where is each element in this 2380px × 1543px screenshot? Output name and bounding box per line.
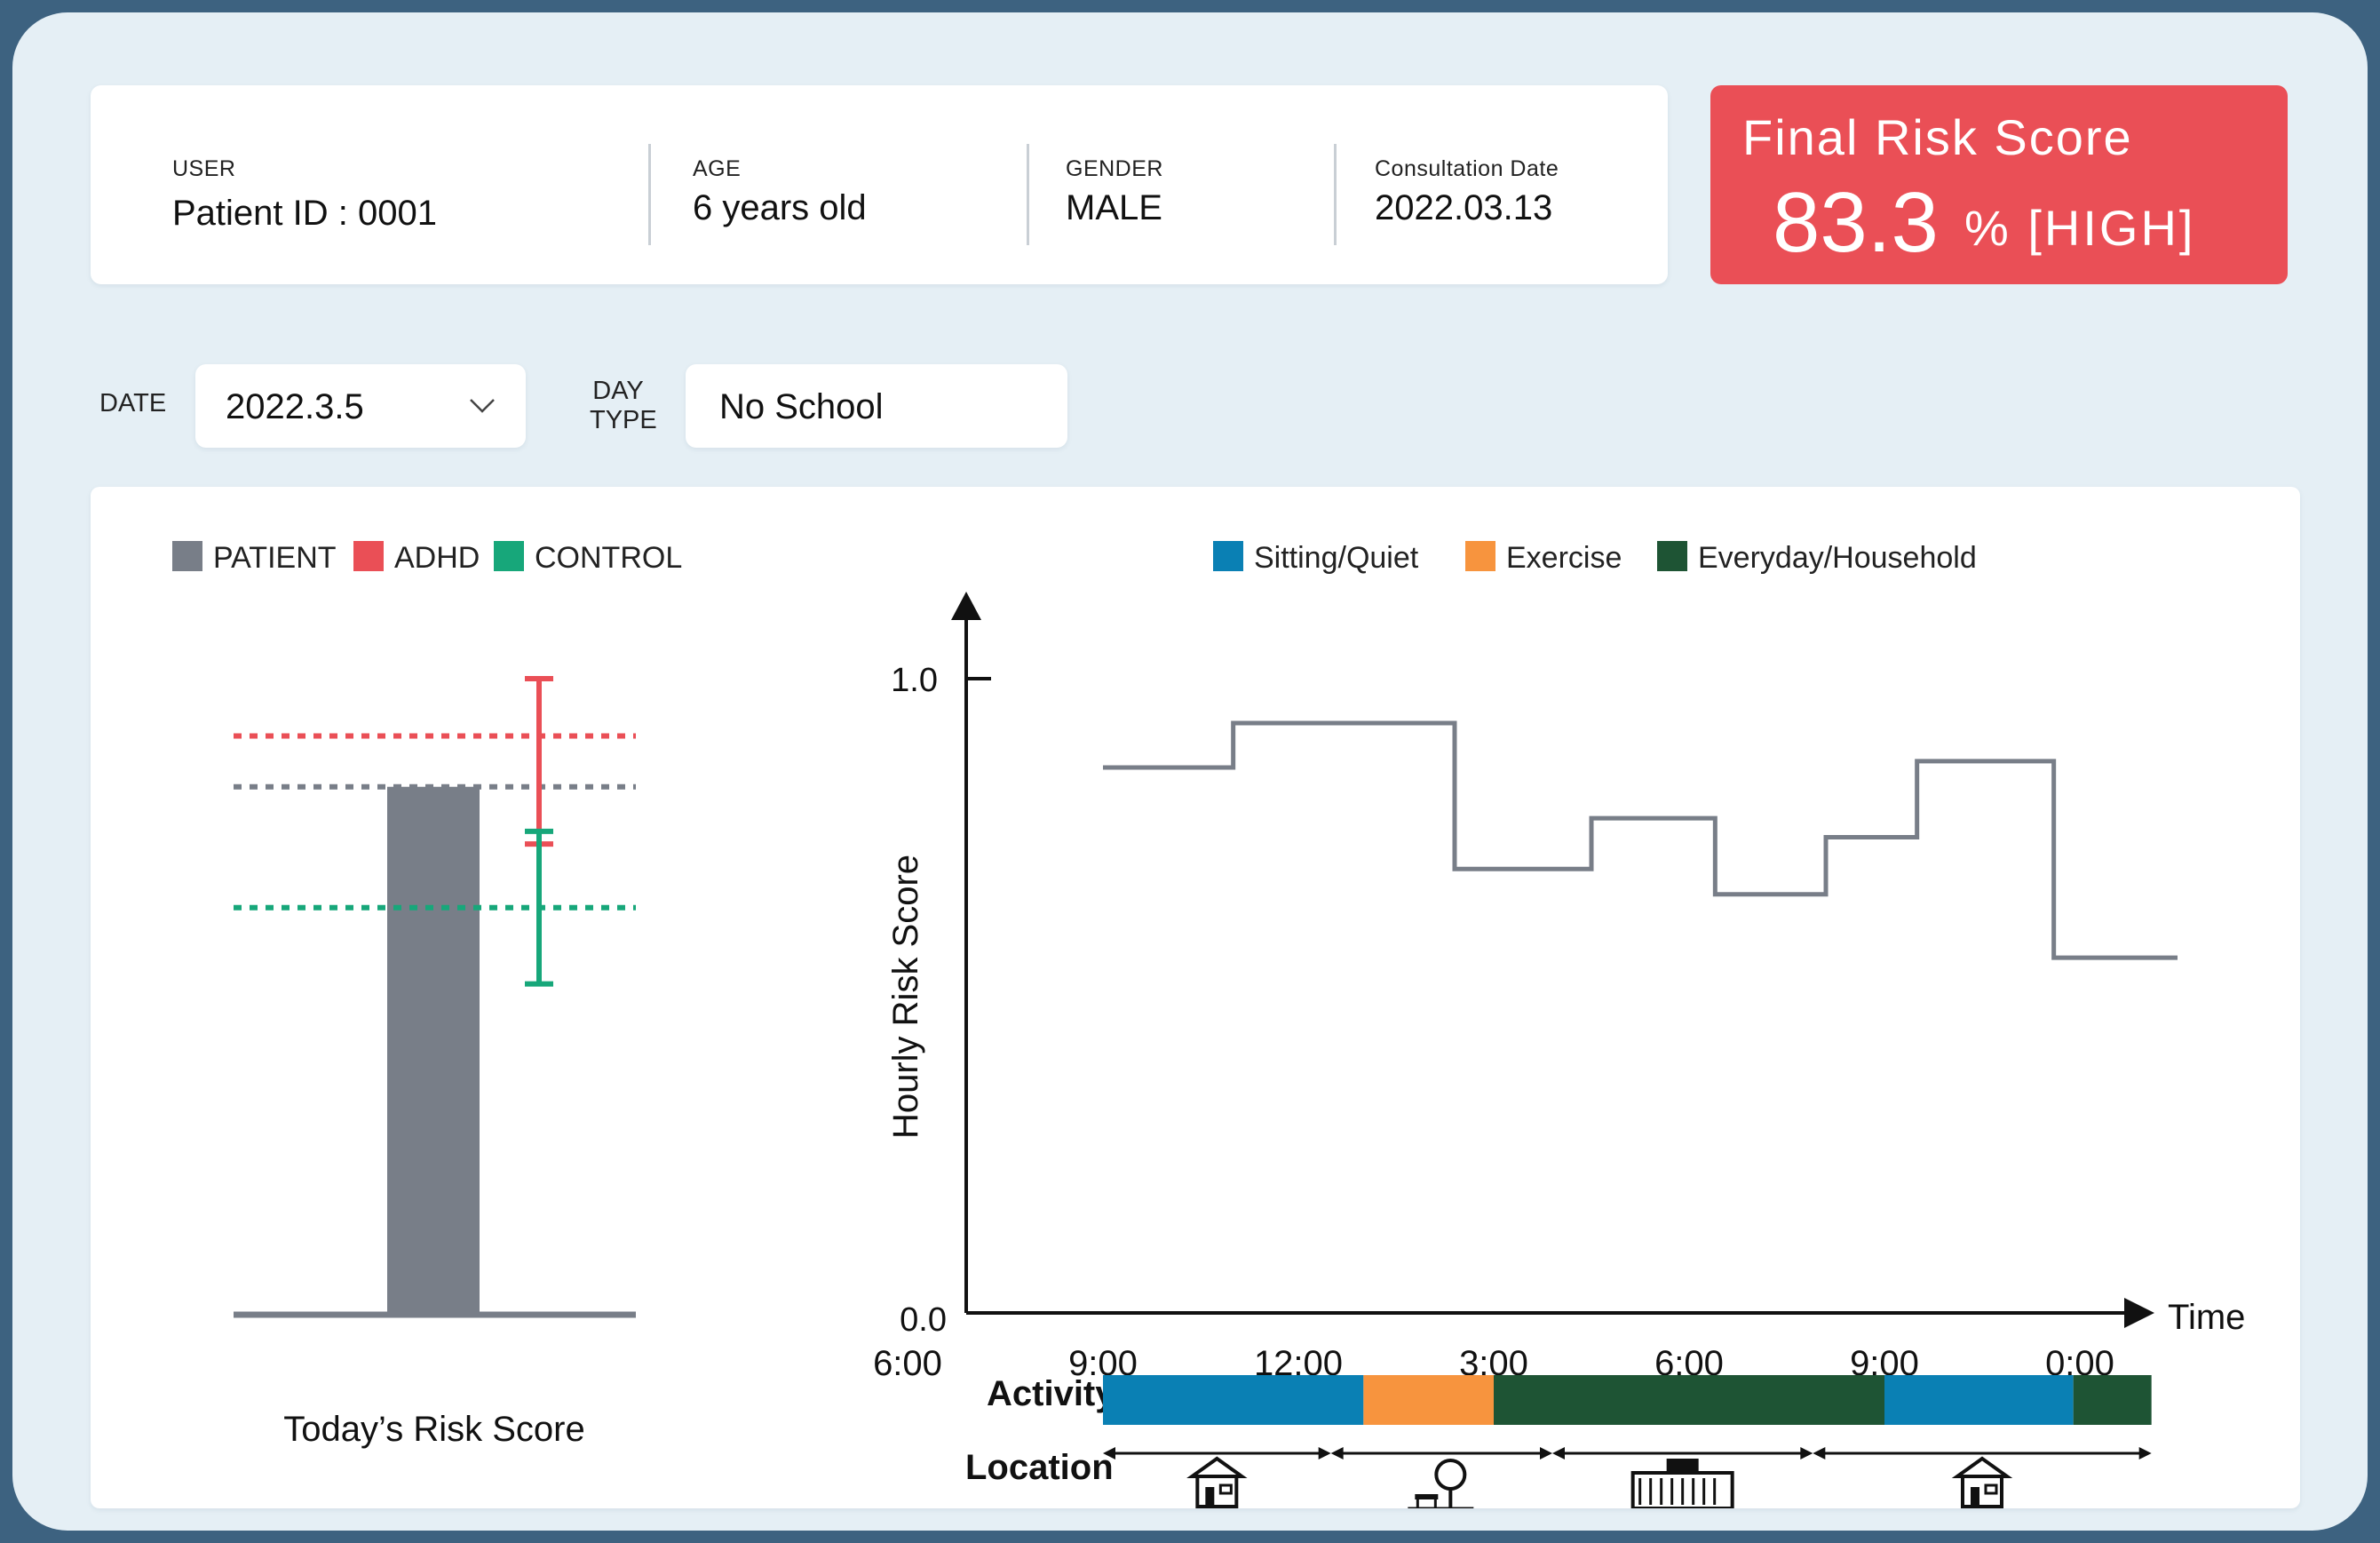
date-dropdown[interactable]: 2022.3.5	[195, 364, 526, 448]
home-body	[1961, 1475, 2003, 1508]
location-span-arrow-left	[1813, 1447, 1826, 1459]
home-icon	[1951, 1456, 2013, 1508]
y-axis-title: Hourly Risk Score	[886, 855, 925, 1139]
activity-segment	[1363, 1375, 1494, 1425]
legend-swatch-exercise	[1465, 541, 1495, 571]
activity-segment	[1494, 1375, 1884, 1425]
home-icon	[1186, 1456, 1248, 1508]
legend-swatch-control	[494, 541, 524, 571]
activity-segment	[1103, 1375, 1364, 1425]
patient-info-card: USER Patient ID : 0001 AGE 6 years old G…	[91, 85, 1668, 284]
age-value: 6 years old	[693, 188, 867, 227]
location-row-label: Location	[965, 1448, 1114, 1487]
park-icon	[1408, 1459, 1474, 1508]
user-label: USER	[172, 156, 236, 181]
chevron-down-icon	[470, 399, 495, 413]
location-span-arrow-right	[1318, 1447, 1331, 1459]
activity-segment	[2073, 1375, 2152, 1425]
location-span-arrow-left	[1330, 1447, 1344, 1459]
home-window	[1218, 1483, 1233, 1495]
location-span-arrow-right	[1800, 1447, 1813, 1459]
day-type-field[interactable]: No School	[686, 364, 1067, 448]
legend-label-patient: PATIENT	[213, 541, 337, 575]
divider	[1027, 144, 1029, 245]
day-type-label-line1: DAY	[592, 377, 644, 405]
day-type-value: No School	[719, 387, 884, 426]
patient-id-value: Patient ID : 0001	[172, 194, 437, 233]
y-tick-label-0: 0.0	[900, 1301, 947, 1339]
mall-icon	[1630, 1459, 1734, 1508]
todays-risk-score-caption: Today’s Risk Score	[283, 1410, 584, 1449]
final-risk-score-title: Final Risk Score	[1742, 109, 2133, 165]
x-axis-arrow	[2124, 1298, 2154, 1328]
patient-risk-bar	[387, 786, 480, 1315]
consultation-date-label: Consultation Date	[1375, 156, 1559, 181]
location-span-arrow-right	[1540, 1447, 1552, 1459]
day-type-label: DAY TYPE	[590, 377, 657, 435]
date-label: DATE	[99, 389, 167, 418]
activity-segment	[1884, 1375, 2074, 1425]
divider	[648, 144, 651, 245]
date-dropdown-value: 2022.3.5	[226, 387, 364, 426]
home-body	[1195, 1475, 1239, 1508]
home-window	[1984, 1483, 1998, 1495]
legend-label-adhd: ADHD	[394, 541, 480, 575]
y-tick-label-1: 1.0	[891, 662, 938, 699]
age-label: AGE	[693, 156, 742, 181]
home-roof	[1186, 1456, 1248, 1478]
hourly-risk-step-line	[1103, 720, 2178, 960]
final-risk-score-card: Final Risk Score 83.3 % [HIGH]	[1710, 85, 2288, 284]
home-door	[1971, 1487, 1979, 1507]
consultation-date-value: 2022.03.13	[1375, 188, 1553, 227]
legend-label-sitting-quiet: Sitting/Quiet	[1254, 541, 1419, 575]
legend-label-control: CONTROL	[535, 541, 682, 575]
tree-crown	[1434, 1459, 1467, 1491]
home-door	[1205, 1487, 1215, 1507]
day-type-label-line2: TYPE	[590, 406, 657, 434]
gender-value: MALE	[1066, 188, 1162, 227]
legend-swatch-everyday-household	[1657, 541, 1687, 571]
legend-label-exercise: Exercise	[1506, 541, 1622, 575]
divider	[1334, 144, 1337, 245]
gender-label: GENDER	[1066, 156, 1163, 181]
x-axis-title: Time	[2168, 1298, 2245, 1337]
final-risk-score-value: 83.3	[1773, 175, 1939, 270]
x-tick-label: 6:00	[873, 1344, 942, 1383]
location-span-arrow-right	[2138, 1447, 2152, 1459]
activity-row-label: Activity	[987, 1374, 1115, 1413]
mall-sign	[1666, 1459, 1699, 1473]
final-risk-score-level: % [HIGH]	[1964, 200, 2196, 256]
location-span-arrow-left	[1103, 1447, 1115, 1459]
legend-swatch-sitting-quiet	[1213, 541, 1243, 571]
home-roof	[1951, 1456, 2013, 1478]
location-span-arrow-left	[1552, 1447, 1565, 1459]
legend-label-everyday-household: Everyday/Household	[1698, 541, 1977, 575]
y-axis-arrow	[951, 592, 981, 620]
legend-swatch-patient	[172, 541, 202, 571]
bench-seat	[1415, 1494, 1439, 1499]
charts-svg: PATIENT ADHD CONTROL Today’s Risk Score Sitt…	[172, 541, 2245, 1508]
dashboard-frame: USER Patient ID : 0001 AGE 6 years old G…	[12, 12, 2368, 1531]
legend-swatch-adhd	[353, 541, 384, 571]
chart-panel: PATIENT ADHD CONTROL Today’s Risk Score Sitt…	[91, 487, 2300, 1508]
